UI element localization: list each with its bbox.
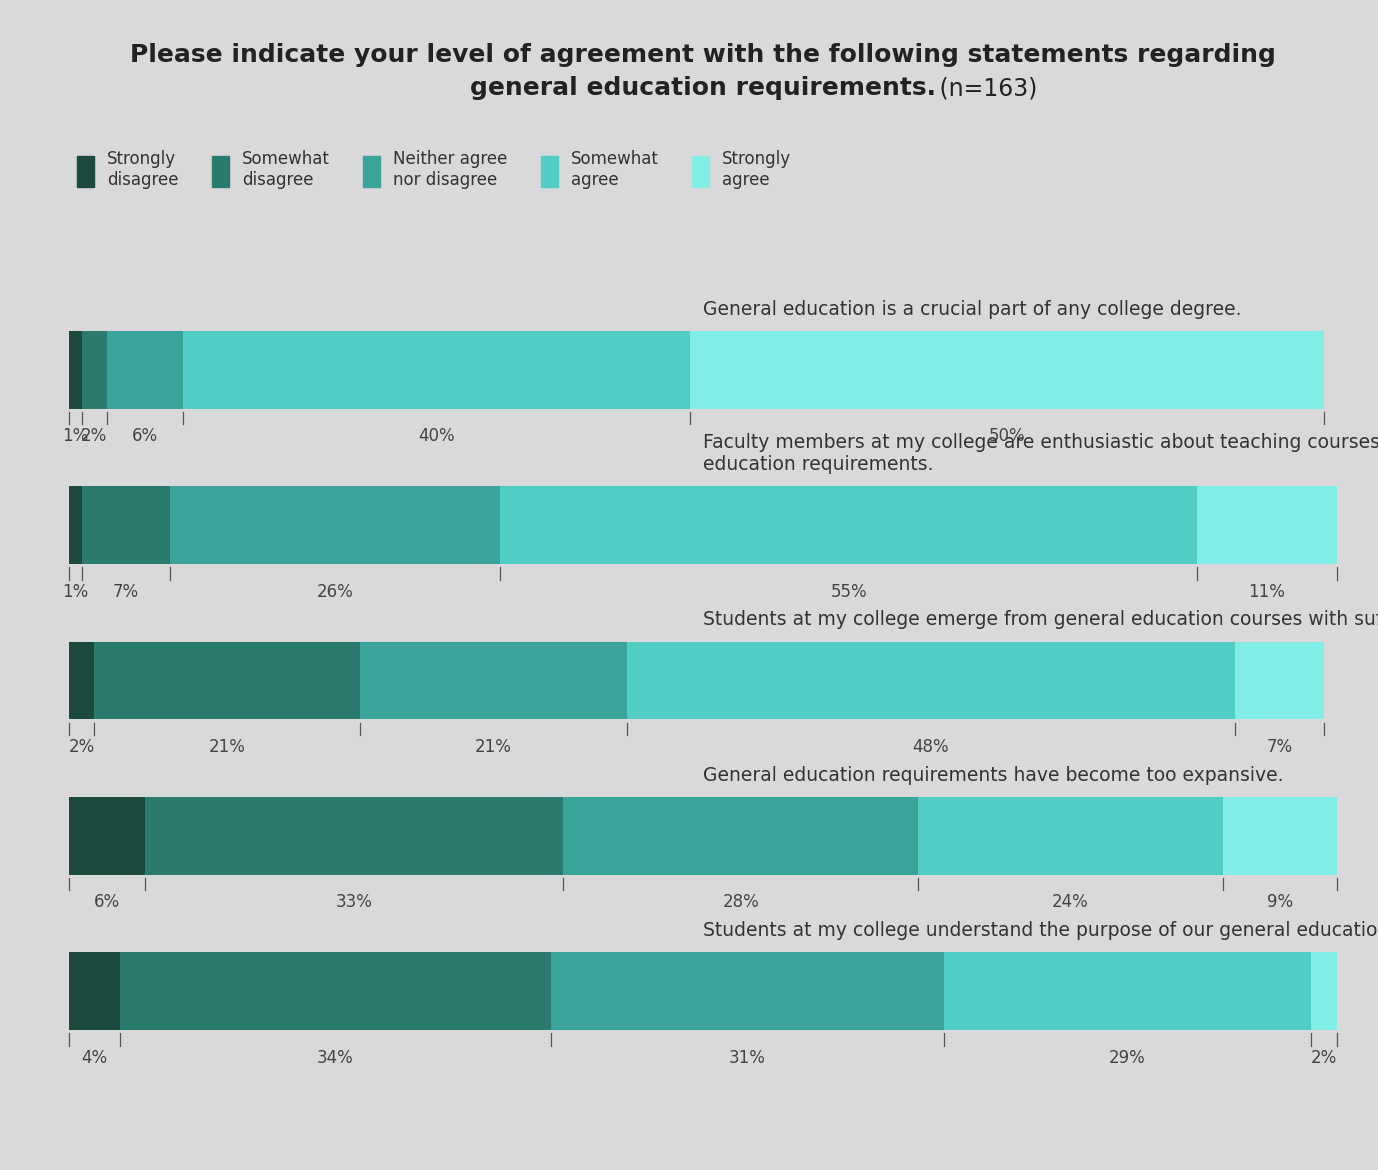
Bar <box>918 797 1222 875</box>
Text: 7%: 7% <box>1266 738 1293 756</box>
Bar <box>120 952 551 1030</box>
Text: 2%: 2% <box>69 738 95 756</box>
Text: 29%: 29% <box>1109 1048 1146 1067</box>
Text: Students at my college understand the purpose of our general education requireme: Students at my college understand the pu… <box>703 921 1378 940</box>
Text: Students at my college emerge from general education courses with sufficient wri: Students at my college emerge from gener… <box>703 611 1378 629</box>
Text: 6%: 6% <box>132 427 158 446</box>
Bar <box>81 331 107 408</box>
Bar <box>1197 487 1337 564</box>
Text: general education requirements.: general education requirements. <box>470 76 936 101</box>
Text: 48%: 48% <box>912 738 949 756</box>
Bar <box>551 952 944 1030</box>
Text: 9%: 9% <box>1266 894 1293 911</box>
Text: Please indicate your level of agreement with the following statements regarding: Please indicate your level of agreement … <box>130 43 1276 68</box>
Text: General education requirements have become too expansive.: General education requirements have beco… <box>703 765 1283 785</box>
Bar <box>1235 641 1324 720</box>
Bar <box>944 952 1312 1030</box>
Bar <box>183 331 690 408</box>
Text: 7%: 7% <box>113 583 139 600</box>
Bar <box>81 487 171 564</box>
Text: Faculty members at my college are enthusiastic about teaching courses that are p: Faculty members at my college are enthus… <box>703 433 1378 474</box>
Text: 24%: 24% <box>1051 894 1089 911</box>
Bar <box>361 641 627 720</box>
Text: 34%: 34% <box>317 1048 354 1067</box>
Text: (n=163): (n=163) <box>932 76 1036 101</box>
Bar <box>69 641 94 720</box>
Bar <box>627 641 1235 720</box>
Bar <box>69 331 81 408</box>
Bar <box>500 487 1197 564</box>
Text: 26%: 26% <box>317 583 354 600</box>
Bar <box>145 797 564 875</box>
Text: 50%: 50% <box>989 427 1025 446</box>
Text: 2%: 2% <box>1310 1048 1337 1067</box>
Bar <box>107 331 183 408</box>
Bar <box>69 797 145 875</box>
Text: 21%: 21% <box>209 738 245 756</box>
Text: 33%: 33% <box>336 894 372 911</box>
Text: 21%: 21% <box>475 738 513 756</box>
Bar <box>69 952 120 1030</box>
Text: 1%: 1% <box>62 427 88 446</box>
Legend: Strongly
disagree, Somewhat
disagree, Neither agree
nor disagree, Somewhat
agree: Strongly disagree, Somewhat disagree, Ne… <box>77 150 791 190</box>
Bar <box>564 797 918 875</box>
Bar <box>690 331 1324 408</box>
Bar <box>1312 952 1337 1030</box>
Text: 55%: 55% <box>831 583 867 600</box>
Text: 11%: 11% <box>1248 583 1286 600</box>
Text: 4%: 4% <box>81 1048 107 1067</box>
Bar <box>1222 797 1337 875</box>
Text: 31%: 31% <box>729 1048 766 1067</box>
Bar <box>94 641 361 720</box>
Text: General education is a crucial part of any college degree.: General education is a crucial part of a… <box>703 300 1242 318</box>
Text: 40%: 40% <box>419 427 455 446</box>
Text: 28%: 28% <box>722 894 759 911</box>
Bar <box>69 487 81 564</box>
Text: 2%: 2% <box>81 427 107 446</box>
Text: 6%: 6% <box>94 894 120 911</box>
Text: 1%: 1% <box>62 583 88 600</box>
Bar <box>171 487 500 564</box>
